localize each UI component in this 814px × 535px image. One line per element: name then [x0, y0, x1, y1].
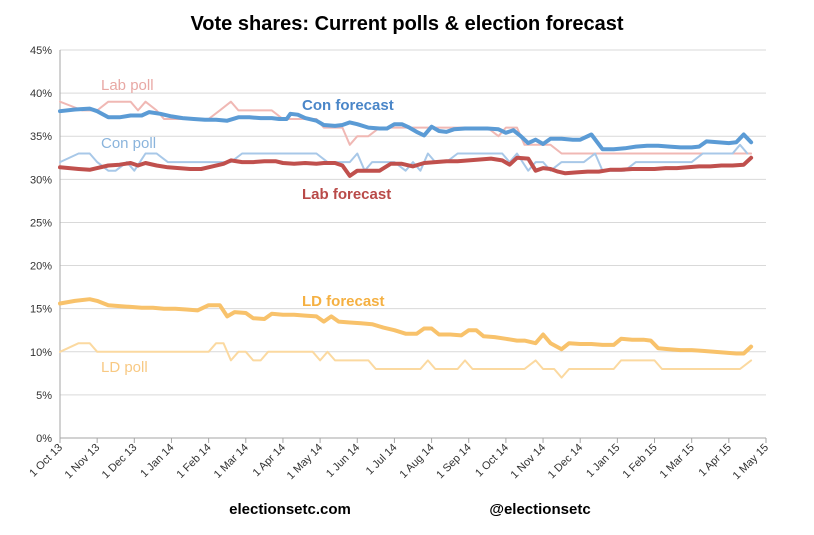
y-tick-label: 20%: [30, 261, 52, 273]
lab-poll-label: Lab poll: [101, 77, 154, 94]
chart-title: Vote shares: Current polls & election fo…: [190, 13, 623, 35]
y-tick-label: 0%: [36, 433, 52, 445]
y-tick-label: 40%: [30, 88, 52, 100]
ld-poll-label: LD poll: [101, 359, 148, 376]
lab-forecast-label: Lab forecast: [302, 186, 391, 203]
y-tick-label: 30%: [30, 174, 52, 186]
y-tick-label: 25%: [30, 217, 52, 229]
y-tick-labels: 0% 5% 10% 15% 20% 25% 30% 35% 40% 45%: [30, 45, 52, 445]
y-tick-label: 15%: [30, 304, 52, 316]
con-poll-label: Con poll: [101, 135, 156, 152]
con-poll-line: [59, 143, 749, 172]
y-tick-label: 5%: [36, 390, 52, 402]
series-lines: [58, 100, 754, 379]
y-tick-label: 35%: [30, 131, 52, 143]
con-forecast-label: Con forecast: [302, 97, 394, 114]
footer-handle: @electionsetc: [489, 501, 590, 518]
y-tick-label: 10%: [30, 347, 52, 359]
ld-forecast-line: [58, 297, 754, 356]
footer-website: electionsetc.com: [229, 501, 351, 518]
axes: [59, 50, 767, 443]
con-forecast-line: [58, 106, 754, 152]
ld-poll-line: [59, 342, 753, 379]
lab-forecast-line: [58, 155, 754, 178]
ld-forecast-label: LD forecast: [302, 293, 385, 310]
series-labels: Lab poll Con poll Con forecast Lab forecast…: [101, 77, 394, 376]
y-tick-label: 45%: [30, 45, 52, 57]
